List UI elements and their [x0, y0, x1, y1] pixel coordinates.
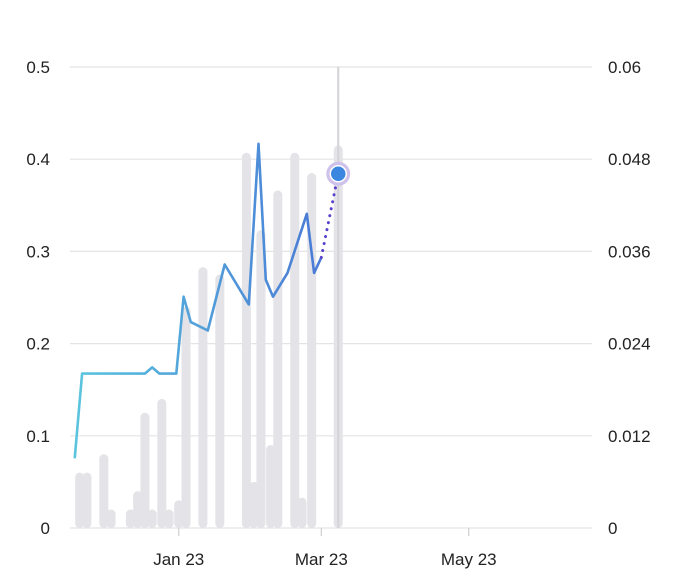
- bar: [133, 491, 143, 528]
- bar: [241, 152, 251, 528]
- bar: [297, 497, 307, 528]
- bar: [174, 500, 184, 528]
- right-tick-label: 0.06: [608, 58, 641, 77]
- bar: [273, 190, 283, 528]
- x-axis-labels: Jan 23 Mar 23 May 23: [153, 550, 496, 569]
- line-series: [73, 142, 340, 459]
- bar: [290, 152, 300, 528]
- bar: [106, 509, 116, 528]
- right-tick-label: 0: [608, 519, 617, 538]
- bar: [99, 454, 109, 528]
- bar: [157, 398, 167, 528]
- bar: [215, 274, 225, 528]
- left-tick-label: 0: [41, 519, 50, 538]
- right-tick-label: 0.036: [608, 242, 651, 261]
- bar: [256, 230, 266, 528]
- bar: [181, 306, 191, 528]
- left-tick-label: 0.3: [26, 242, 50, 261]
- right-tick-label: 0.048: [608, 150, 651, 169]
- bar: [266, 445, 276, 528]
- bar-series: [75, 145, 343, 528]
- line-path: [73, 142, 323, 459]
- x-tick-label: May 23: [441, 550, 497, 569]
- left-tick-label: 0.4: [26, 150, 50, 169]
- left-tick-label: 0.2: [26, 335, 50, 354]
- highlight-point: [329, 165, 347, 183]
- right-axis-labels: 0 0.012 0.024 0.036 0.048 0.06: [608, 58, 651, 538]
- bar: [140, 412, 150, 528]
- bar: [249, 481, 259, 528]
- right-tick-label: 0.012: [608, 427, 651, 446]
- left-axis-labels: 0 0.1 0.2 0.3 0.4 0.5: [26, 58, 50, 538]
- bar: [198, 267, 208, 528]
- left-tick-label: 0.5: [26, 58, 50, 77]
- projected-line-path: [319, 172, 340, 259]
- bar: [164, 509, 174, 528]
- bar: [75, 472, 85, 528]
- left-tick-label: 0.1: [26, 427, 50, 446]
- x-tick-label: Jan 23: [153, 550, 204, 569]
- x-tick-label: Mar 23: [295, 550, 348, 569]
- right-tick-label: 0.024: [608, 335, 651, 354]
- gridlines: [70, 66, 592, 536]
- bar: [82, 472, 92, 528]
- bar: [125, 509, 135, 528]
- bar: [147, 509, 157, 528]
- highlight-marker: [326, 161, 351, 186]
